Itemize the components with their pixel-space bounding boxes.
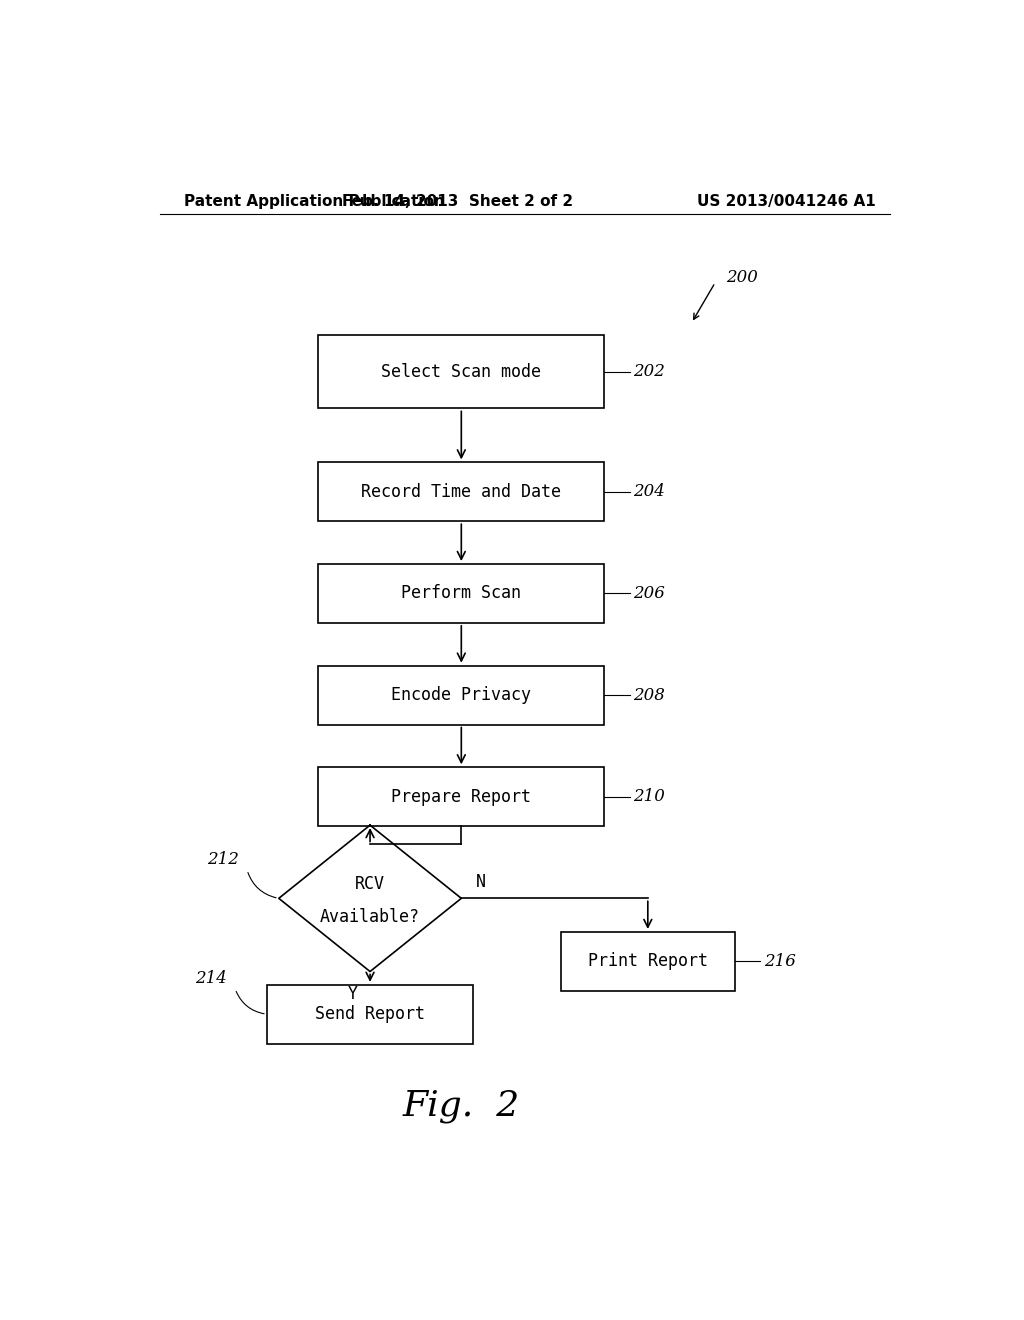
Bar xyxy=(318,462,604,521)
Text: 208: 208 xyxy=(634,686,666,704)
Text: 214: 214 xyxy=(196,970,227,987)
Text: Encode Privacy: Encode Privacy xyxy=(391,686,531,704)
Bar xyxy=(267,985,473,1044)
Bar xyxy=(318,665,604,725)
Text: Select Scan mode: Select Scan mode xyxy=(381,363,542,381)
Bar xyxy=(318,335,604,408)
Bar xyxy=(560,932,735,991)
Text: Perform Scan: Perform Scan xyxy=(401,585,521,602)
Text: Fig.  2: Fig. 2 xyxy=(402,1089,520,1123)
Text: N: N xyxy=(476,873,486,891)
Text: 200: 200 xyxy=(726,269,758,286)
Text: Print Report: Print Report xyxy=(588,952,708,970)
Text: 206: 206 xyxy=(634,585,666,602)
Polygon shape xyxy=(279,825,461,972)
Bar xyxy=(318,767,604,826)
Text: 216: 216 xyxy=(765,953,797,970)
Bar xyxy=(318,564,604,623)
Text: Prepare Report: Prepare Report xyxy=(391,788,531,805)
Text: US 2013/0041246 A1: US 2013/0041246 A1 xyxy=(697,194,877,209)
Text: Record Time and Date: Record Time and Date xyxy=(361,483,561,500)
Text: 212: 212 xyxy=(207,851,240,869)
Text: Patent Application Publication: Patent Application Publication xyxy=(183,194,444,209)
Text: Available?: Available? xyxy=(321,908,420,925)
Text: Send Report: Send Report xyxy=(315,1006,425,1023)
Text: Feb. 14, 2013  Sheet 2 of 2: Feb. 14, 2013 Sheet 2 of 2 xyxy=(342,194,572,209)
Text: 202: 202 xyxy=(634,363,666,380)
Text: 204: 204 xyxy=(634,483,666,500)
Text: RCV: RCV xyxy=(355,875,385,894)
Text: 210: 210 xyxy=(634,788,666,805)
Text: Y: Y xyxy=(347,985,357,1003)
